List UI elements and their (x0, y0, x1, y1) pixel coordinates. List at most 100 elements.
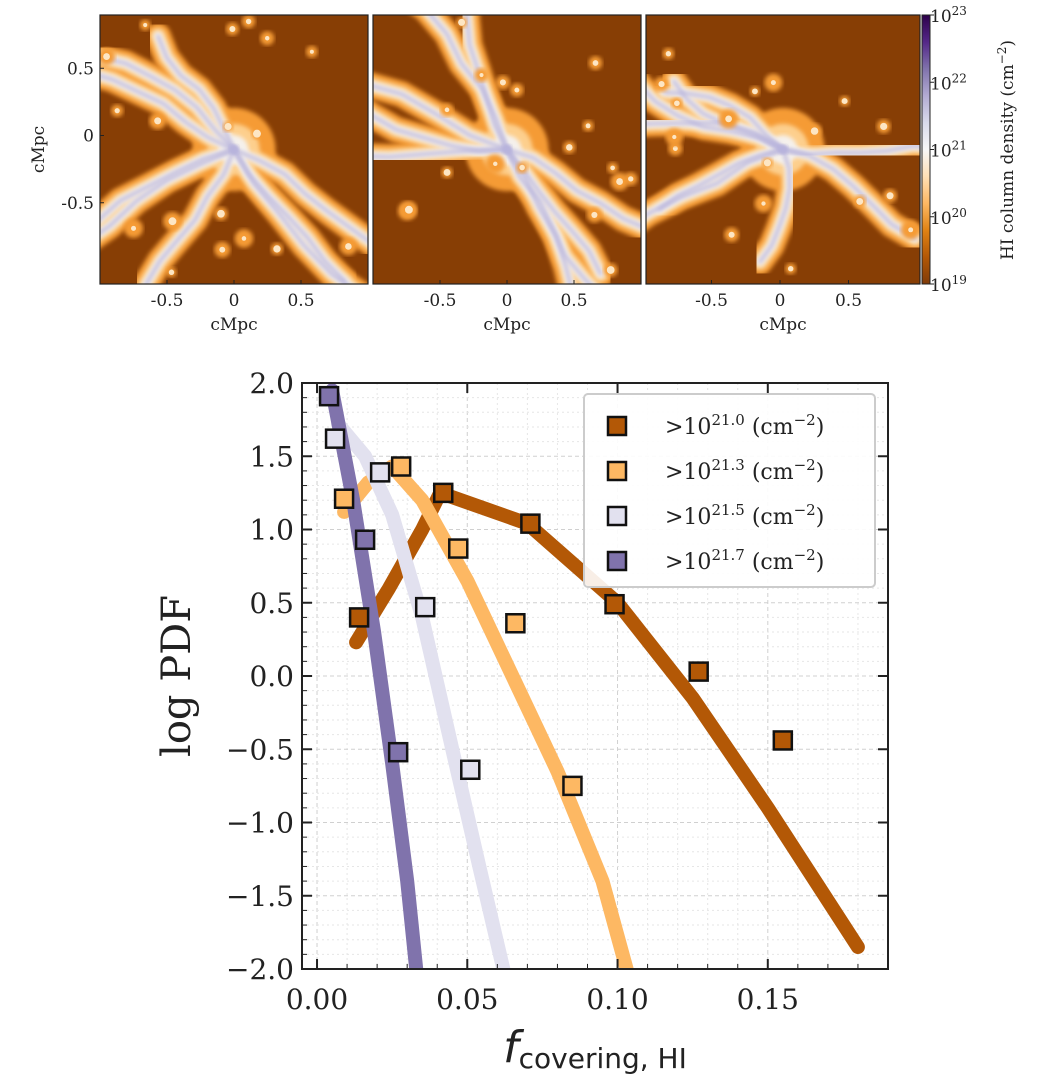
series-point-1 (448, 538, 469, 559)
blob-core (591, 211, 598, 218)
blob-core (672, 146, 678, 151)
blob-core (443, 169, 451, 176)
filament (232, 148, 349, 284)
filament (428, 15, 509, 151)
blob-core (610, 165, 615, 171)
series-point-0 (348, 607, 370, 628)
halo (778, 144, 788, 155)
series-point-3 (387, 741, 409, 763)
filament (662, 90, 785, 151)
series-point-1 (333, 488, 355, 509)
panel-1: -0.5 0 0.5 cMpc 0.5 0 -0.5 cMpc (29, 14, 369, 335)
blob-core (219, 246, 226, 253)
map-xtick-label: -0.5 (424, 291, 457, 311)
y-tick-label: −1.5 (226, 880, 294, 913)
map-ytick-label: -0.5 (61, 194, 94, 214)
blob-core (880, 122, 888, 130)
filament (100, 148, 236, 221)
blob-core (856, 197, 864, 205)
blob-core (592, 60, 599, 66)
y-tick-label: 1.5 (249, 440, 294, 473)
blob-core (519, 164, 525, 171)
filament (373, 84, 509, 151)
blob-core (810, 127, 819, 135)
filament (646, 121, 785, 151)
blob-core (585, 123, 591, 129)
blob-core (130, 225, 137, 231)
map-xtick-label: 0.5 (287, 291, 314, 311)
blob-core (229, 26, 236, 32)
blob-core (273, 245, 281, 253)
y-tick-label: 0.0 (249, 660, 294, 693)
y-tick-label: −2.0 (226, 953, 294, 986)
colorbar-bar (921, 14, 931, 285)
y-tick-label: 1.0 (249, 514, 294, 547)
blob-core (886, 192, 894, 200)
blob-core (168, 217, 177, 226)
filament (505, 148, 572, 284)
blob-core (725, 115, 732, 123)
x-axis-label: fcovering, HI (503, 1022, 687, 1075)
blob-core (728, 231, 735, 238)
filament (657, 148, 785, 211)
blob-core (444, 107, 450, 113)
colorbar-tick-label: 1023 (930, 4, 967, 27)
colorbar-tick-label: 1020 (930, 206, 967, 229)
blob-core (253, 129, 261, 138)
x-tick-label: 0.05 (436, 983, 498, 1016)
y-tick-label: 0.5 (249, 587, 294, 620)
colorbar-label: HI column density (cm−2) (995, 40, 1018, 260)
map-xlabel: cMpc (210, 315, 257, 335)
series-point-2 (324, 428, 346, 449)
filament (373, 148, 509, 159)
map-ytick-label: 0 (83, 127, 94, 147)
legend-label-2: >1021.5 (cm−2) (665, 501, 824, 530)
y-tick-label: 2.0 (249, 367, 294, 400)
colorbar-tick-label: 1019 (930, 273, 967, 296)
filament (144, 148, 236, 284)
series-point-1 (390, 456, 412, 477)
filament (100, 55, 236, 151)
legend-label-0: >1021.0 (cm−2) (665, 411, 824, 440)
blob-core (908, 227, 914, 233)
series-point-0 (520, 513, 541, 534)
legend-marker-1 (606, 460, 628, 482)
blob-core (265, 36, 270, 41)
blob-core (103, 53, 110, 60)
legend-label-3: >1021.7 (cm−2) (665, 546, 824, 575)
map-ylabel: cMpc (29, 126, 49, 173)
blob-core (628, 176, 634, 182)
map-xlabel: cMpc (759, 315, 806, 335)
series-point-1 (505, 613, 526, 634)
y-tick-label: −0.5 (226, 733, 294, 766)
blob-core (224, 123, 232, 131)
map-xlabel: cMpc (483, 315, 530, 335)
blob-core (404, 205, 413, 214)
blob-core (763, 159, 771, 167)
blob-core (217, 209, 225, 218)
blob-core (672, 134, 677, 140)
blob-core (841, 98, 848, 105)
y-tick-label: −1.0 (226, 807, 294, 840)
blob-core (514, 87, 520, 93)
main-plot: 0.00 0.05 0.10 0.15 2.0 1.5 1.0 0.5 0.0 −0.5 −1.0 −… (154, 367, 889, 1075)
series-line-2 (331, 417, 511, 969)
legend-box (583, 393, 876, 588)
blob-core (345, 243, 352, 250)
legend-label-1: >1021.3 (cm−2) (665, 456, 824, 485)
map-ytick-label: 0.5 (67, 59, 94, 79)
blob-core (458, 18, 466, 26)
map-xtick-label: 0.5 (835, 291, 862, 311)
blob-core (616, 178, 624, 185)
legend-marker-0 (606, 415, 628, 437)
panel-3: -0.5 0 0.5 cMpc (645, 14, 921, 335)
blob-core (566, 144, 573, 151)
series-line-3 (325, 383, 424, 969)
map-xtick-label: 0 (229, 291, 240, 311)
halo (502, 144, 512, 155)
blob-core (499, 79, 506, 86)
x-tick-label: 0.10 (586, 983, 648, 1016)
blob-core (143, 23, 148, 28)
colorbar-tick-label: 1021 (930, 139, 967, 162)
blob-core (761, 201, 766, 206)
